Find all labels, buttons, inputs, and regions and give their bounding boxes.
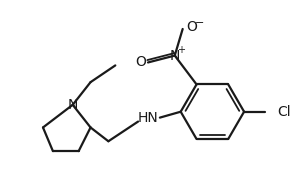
Text: +: + — [177, 45, 185, 55]
Text: HN: HN — [138, 111, 158, 125]
Text: O: O — [186, 20, 197, 34]
Text: O: O — [136, 56, 147, 69]
Text: Cl: Cl — [277, 105, 290, 119]
Text: N: N — [67, 98, 78, 112]
Text: N: N — [170, 49, 180, 63]
Text: −: − — [195, 18, 204, 28]
